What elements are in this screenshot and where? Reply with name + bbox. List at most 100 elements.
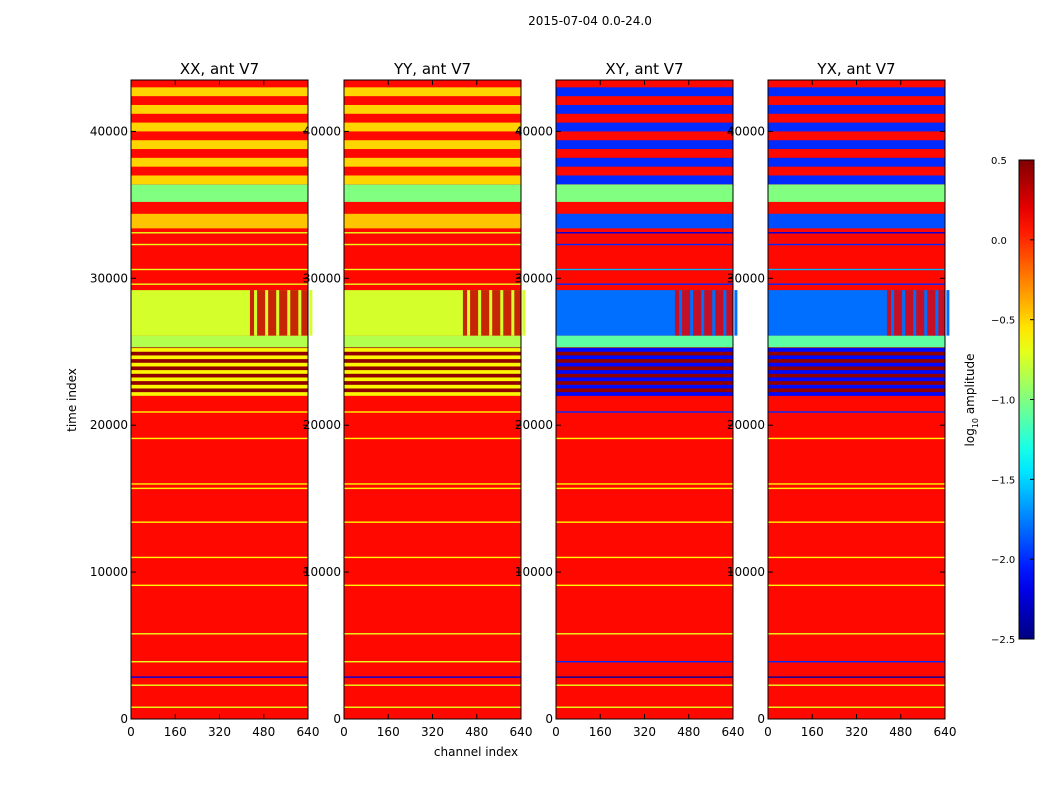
heatmap-stripe (556, 362, 733, 367)
heatmap-line (344, 521, 521, 523)
heatmap-stripe (556, 122, 733, 132)
heatmap-line (131, 556, 308, 559)
x-tick-label: 0 (552, 725, 560, 739)
heatmap-stripe (768, 370, 945, 374)
heatmap-stripe (131, 384, 308, 389)
x-tick-label: 320 (208, 725, 231, 739)
heatmap-rfi-gap (902, 290, 906, 336)
x-tick-label: 480 (677, 725, 700, 739)
heatmap-line (131, 283, 308, 285)
x-tick-label: 320 (845, 725, 868, 739)
y-tick-label: 20000 (303, 418, 341, 432)
heatmap-stripe (131, 348, 308, 352)
x-tick-label: 320 (421, 725, 444, 739)
y-tick-label: 10000 (727, 565, 765, 579)
heatmap-rfi-gap (265, 290, 269, 336)
y-tick-label: 40000 (515, 124, 553, 138)
heatmap-line (768, 556, 945, 559)
heatmap-line (556, 521, 733, 523)
heatmap-band (344, 213, 521, 229)
heatmap-stripe (556, 392, 733, 396)
colorbar-tick-label: −1.5 (991, 475, 1015, 486)
heatmap-line (131, 411, 308, 413)
heatmap-band (344, 335, 521, 348)
heatmap-line (556, 268, 733, 271)
x-tick-label: 640 (934, 725, 957, 739)
heatmap-rfi-gap (701, 290, 705, 336)
panel-4: YX, ant V7 0 160 320 480 640 0 10000 20000 30000 4… (727, 60, 957, 739)
heatmap-stripe (344, 348, 521, 352)
heatmap-stripe (344, 384, 521, 389)
heatmap-rfi-gap (500, 290, 504, 336)
colorbar-label-suffix: amplitude (963, 354, 977, 418)
heatmap-line (556, 243, 733, 246)
heatmap-line (768, 268, 945, 271)
heatmap-line (131, 676, 308, 678)
heatmap-line (344, 283, 521, 285)
heatmap-stripe (131, 362, 308, 367)
x-tick-label: 0 (340, 725, 348, 739)
heatmap-line (131, 232, 308, 234)
heatmap-band (344, 201, 521, 214)
heatmap-rfi-gap (309, 290, 313, 336)
x-tick-label: 480 (889, 725, 912, 739)
heatmap-band (556, 213, 733, 229)
heatmap-rfi-gap (946, 290, 950, 336)
heatmap-band (131, 213, 308, 229)
colorbar-tick-label: −2.0 (991, 555, 1015, 566)
heatmap-line (768, 661, 945, 663)
heatmap-line (556, 483, 733, 485)
heatmap-stripe (556, 87, 733, 97)
heatmap-stripe (344, 157, 521, 167)
panel-title: XX, ant V7 (180, 60, 259, 78)
heatmap-stripe (556, 348, 733, 352)
heatmap-rfi-gap (734, 290, 738, 336)
panel-3: XY, ant V7 0 160 320 480 640 0 10000 20000 30000 4… (515, 60, 745, 739)
heatmap-rfi-gap (489, 290, 493, 336)
heatmap-line (131, 661, 308, 663)
heatmap-stripe (556, 377, 733, 382)
heatmap-band (344, 80, 521, 185)
heatmap-stripe (344, 87, 521, 97)
heatmap-rfi-gap (287, 290, 291, 336)
x-tick-label: 320 (633, 725, 656, 739)
heatmap-line (131, 584, 308, 587)
heatmap-line (344, 411, 521, 413)
heatmap-stripe (556, 175, 733, 185)
heatmap-line (131, 268, 308, 271)
heatmap-stripe (556, 355, 733, 360)
heatmap-line (768, 584, 945, 587)
heatmap-rfi-gap (690, 290, 694, 336)
heatmap-line (344, 268, 521, 271)
heatmap-band (768, 335, 945, 348)
heatmap-line (768, 283, 945, 285)
panel-title: XY, ant V7 (605, 60, 683, 78)
heatmap-line (556, 676, 733, 678)
heatmap-stripe (768, 392, 945, 396)
heatmap-rfi-gap (924, 290, 928, 336)
y-tick-label: 40000 (727, 124, 765, 138)
x-axis-label: channel index (434, 745, 518, 759)
heatmap-line (344, 661, 521, 663)
heatmap-rfi-gap (935, 290, 939, 336)
x-tick-label: 160 (801, 725, 824, 739)
heatmap-band (131, 184, 308, 202)
heatmap-stripe (131, 377, 308, 382)
y-tick-label: 30000 (303, 271, 341, 285)
heatmap-line (344, 232, 521, 234)
heatmap-line (768, 411, 945, 413)
panel-title: YX, ant V7 (816, 60, 895, 78)
heatmap-stripe (344, 362, 521, 367)
heatmap-line (768, 243, 945, 246)
heatmap-line (344, 706, 521, 708)
heatmap-rfi-gap (522, 290, 526, 336)
heatmap-stripe (131, 175, 308, 185)
heatmap-band (768, 80, 945, 185)
y-tick-label: 40000 (90, 124, 128, 138)
heatmap-stripe (768, 384, 945, 389)
y-tick-label: 10000 (303, 565, 341, 579)
heatmap-line (131, 487, 308, 490)
heatmap-rfi-gap (712, 290, 716, 336)
heatmap-panels: XX, ant V7 0 160 320 480 640 0 10000 20000 30000 4… (90, 60, 957, 739)
heatmap-rfi-gap (276, 290, 280, 336)
